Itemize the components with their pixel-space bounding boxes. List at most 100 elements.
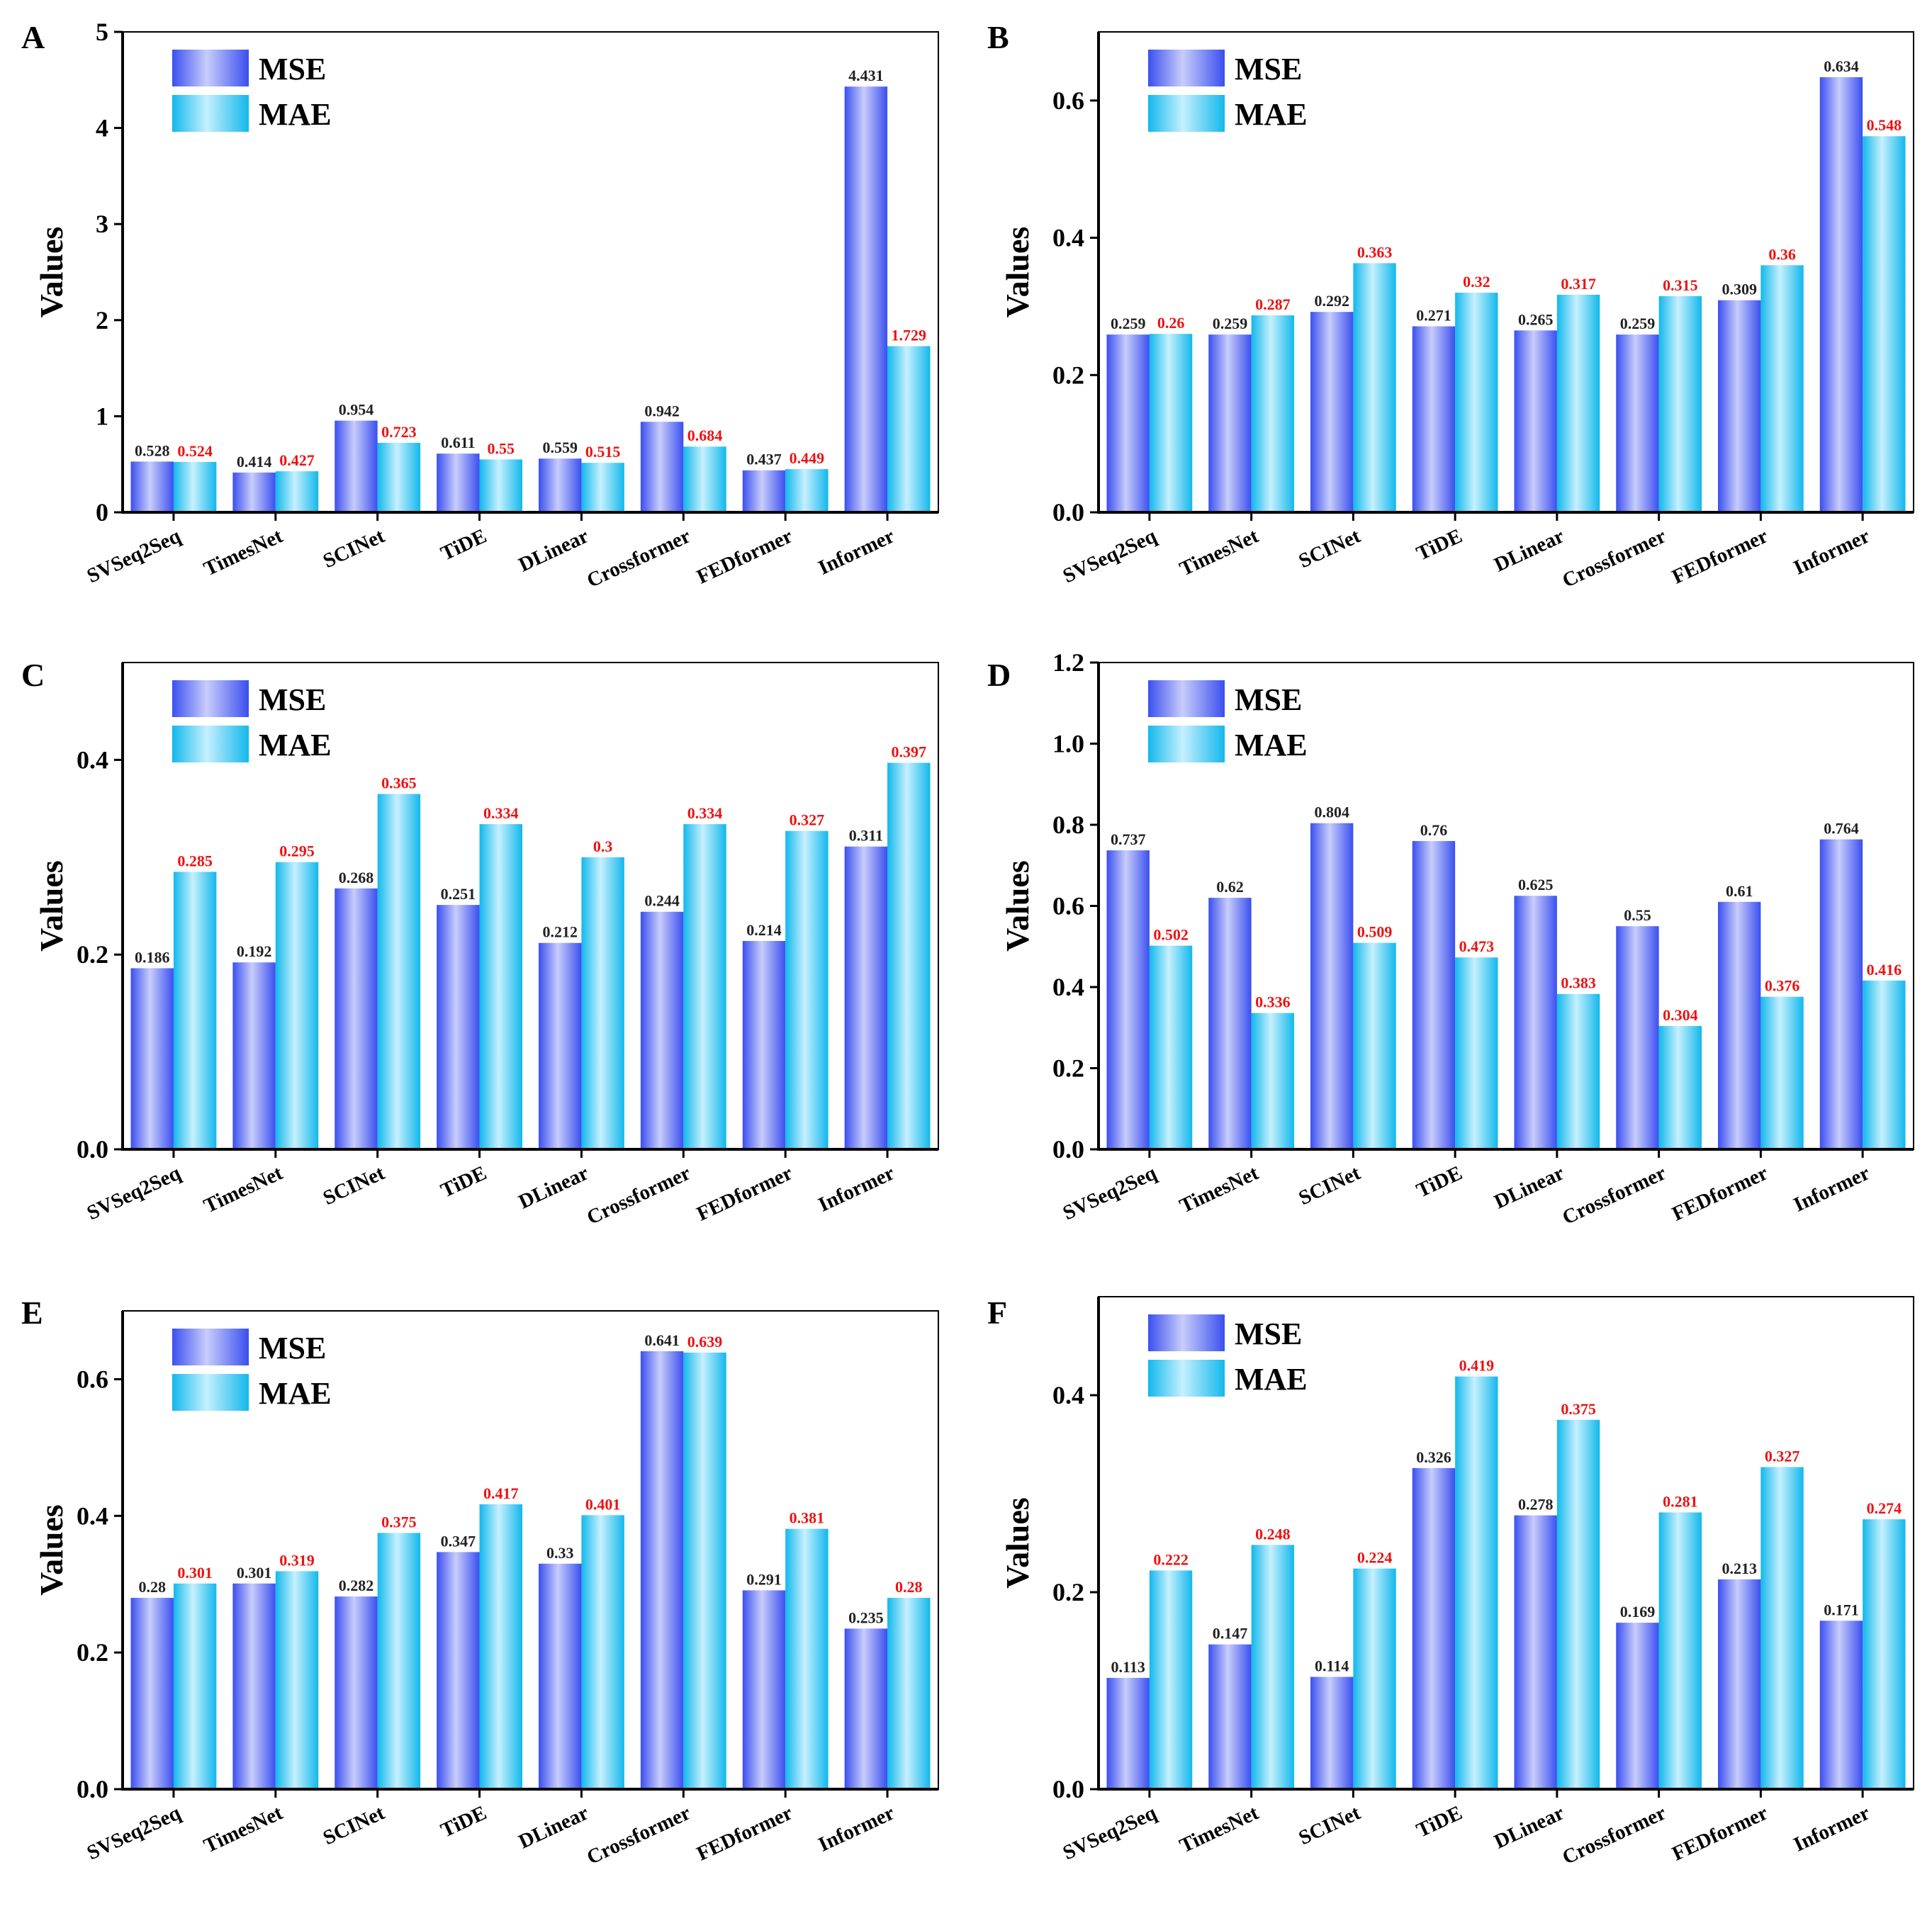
y-tick-label: 0.2	[1052, 1054, 1084, 1083]
data-label-mae: 0.28	[895, 1578, 923, 1596]
data-label-mse: 0.625	[1518, 876, 1554, 894]
data-label-mae: 0.301	[177, 1564, 213, 1582]
data-label-mse: 0.278	[1518, 1496, 1554, 1514]
bar-mae	[887, 1598, 931, 1789]
data-label-mae: 0.524	[177, 442, 213, 460]
data-label-mae: 0.449	[790, 449, 825, 467]
data-label-mae: 0.334	[483, 804, 519, 822]
bar-mse	[130, 968, 174, 1149]
data-label-mae: 0.381	[790, 1509, 825, 1527]
bar-mse	[335, 1596, 378, 1789]
bar-mse	[232, 1583, 276, 1789]
data-label-mae: 0.334	[687, 804, 723, 822]
bar-mse	[437, 905, 480, 1149]
data-label-mse: 0.55	[1624, 906, 1651, 924]
data-label-mae: 0.401	[585, 1495, 621, 1513]
data-label-mae: 0.274	[1867, 1499, 1902, 1517]
data-label-mse: 0.186	[135, 948, 170, 966]
chart-panel-e: E Values 0.28 0.301 SVSeq2Seq 0.301 0.319 Times…	[21, 1295, 939, 1869]
data-label-mse: 0.114	[1315, 1657, 1349, 1675]
data-label-mae: 0.36	[1768, 245, 1796, 263]
chart-panel-b: B Values 0.259 0.26 SVSeq2Seq 0.259 0.287 Times…	[987, 19, 1914, 592]
bar-mae	[1556, 1419, 1600, 1789]
y-tick-label: 2	[96, 306, 108, 334]
x-tick-label: SCINet	[320, 524, 388, 573]
x-tick-label: Crossformer	[1559, 1161, 1670, 1229]
data-label-mae: 0.684	[687, 427, 723, 444]
bar-mae	[1251, 1013, 1294, 1149]
data-label-mae: 0.376	[1765, 977, 1800, 995]
panel-label: B	[987, 19, 1009, 55]
bar-mae	[1149, 1570, 1193, 1789]
bar-mae	[275, 862, 319, 1149]
data-label-mse: 0.309	[1722, 281, 1757, 298]
chart-panel-f: F Values 0.113 0.222 SVSeq2Seq 0.147 0.248 Time…	[987, 1295, 1914, 1869]
x-tick-label: DLinear	[1490, 1801, 1568, 1853]
x-tick-label: TiDE	[437, 1801, 490, 1842]
data-label-mae: 0.224	[1357, 1549, 1393, 1567]
bar-mae	[1251, 1545, 1294, 1789]
bar-mae	[785, 830, 829, 1149]
legend-swatch-mae	[172, 95, 249, 132]
bar-mse	[1106, 850, 1150, 1149]
bar-mae	[1863, 1519, 1906, 1789]
bar-mae	[1760, 1467, 1804, 1789]
data-label-mae: 0.473	[1459, 937, 1495, 955]
data-label-mae: 0.55	[488, 439, 515, 457]
bar-mae	[683, 1352, 726, 1789]
x-tick-label: Crossformer	[1559, 524, 1670, 592]
legend-label-mse: MSE	[259, 682, 326, 717]
bar-mse	[1310, 312, 1354, 512]
legend: MSE MAE	[172, 680, 332, 762]
x-tick-label: FEDformer	[693, 1161, 796, 1225]
data-label-mse: 0.737	[1111, 830, 1146, 848]
y-tick-label: 0.6	[1052, 86, 1084, 115]
data-label-mse: 0.171	[1824, 1601, 1859, 1618]
y-tick-label: 0.0	[77, 1135, 108, 1163]
y-axis-label: Values	[999, 860, 1035, 952]
bar-mse	[844, 1628, 888, 1789]
data-label-mse: 0.347	[441, 1532, 476, 1550]
data-label-mae: 0.281	[1663, 1492, 1698, 1510]
legend-label-mae: MAE	[259, 728, 332, 762]
x-tick-label: DLinear	[515, 1161, 592, 1213]
legend-swatch-mae	[172, 1374, 249, 1411]
data-label-mae: 0.287	[1255, 295, 1291, 313]
bar-mse	[1310, 1676, 1354, 1789]
bar-mse	[742, 470, 786, 512]
y-tick-label: 0.0	[1052, 1775, 1084, 1803]
legend: MSE MAE	[172, 1329, 332, 1411]
legend-label-mae: MAE	[259, 97, 332, 132]
x-tick-label: SVSeq2Seq	[84, 1801, 184, 1864]
bar-mse	[1106, 1677, 1150, 1789]
bar-mae	[1863, 136, 1906, 513]
data-label-mse: 0.326	[1416, 1448, 1451, 1466]
legend-swatch-mse	[1148, 680, 1225, 717]
data-label-mae: 1.729	[892, 327, 927, 344]
bar-mse	[1819, 77, 1863, 512]
data-label-mae: 0.375	[381, 1513, 417, 1531]
x-tick-label: TimesNet	[201, 1801, 286, 1857]
bar-mse	[1616, 926, 1659, 1149]
data-label-mae: 0.502	[1153, 926, 1189, 944]
bar-mae	[1455, 957, 1498, 1149]
legend-label-mae: MAE	[1235, 97, 1308, 132]
bar-mse	[640, 911, 684, 1149]
bar-mae	[275, 1571, 319, 1789]
bar-mae	[1455, 1376, 1498, 1789]
panel-label: E	[21, 1295, 43, 1331]
y-tick-label: 0.6	[77, 1365, 108, 1393]
bar-mae	[581, 857, 624, 1149]
data-label-mae: 0.427	[279, 451, 315, 469]
legend-swatch-mse	[1148, 1314, 1225, 1351]
x-tick-label: SVSeq2Seq	[84, 524, 184, 587]
data-label-mse: 0.437	[746, 451, 782, 468]
legend-label-mse: MSE	[259, 52, 326, 86]
bar-mse	[844, 86, 888, 513]
y-tick-label: 0.0	[77, 1775, 108, 1803]
bar-mse	[1718, 300, 1761, 512]
bar-mse	[130, 1598, 174, 1789]
bar-mae	[581, 463, 624, 512]
bar-mse	[437, 1552, 480, 1789]
